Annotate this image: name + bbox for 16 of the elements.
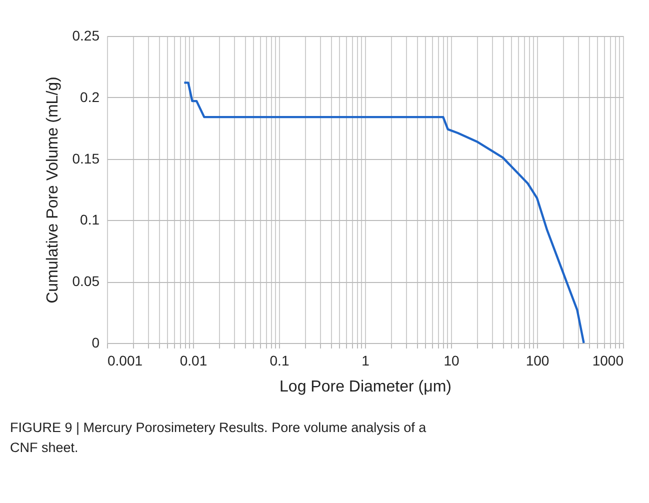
y-tick-label: 0.25	[72, 28, 100, 44]
x-tick-label: 10	[444, 352, 460, 368]
x-tick-label: 1	[362, 352, 370, 368]
y-tick-label: 0	[92, 334, 100, 350]
y-tick-label: 0.05	[72, 273, 100, 290]
y-tick-label: 0.2	[80, 88, 100, 105]
x-axis-title: Log Pore Diameter (μm)	[280, 378, 452, 396]
x-tick-label: 100	[526, 352, 550, 368]
x-tick-label: 0.01	[180, 352, 208, 368]
x-tick-label: 0.1	[270, 352, 290, 368]
y-axis-title: Cumulative Pore Volume (mL/g)	[44, 76, 62, 304]
x-tick-label: 0.001	[108, 352, 143, 368]
x-tick-label: 1000	[592, 352, 624, 368]
caption: FIGURE 9 | Mercury Porosimetery Results. Pore volume analysis of a CNF sheet.	[10, 420, 427, 455]
y-tick-label: 0.1	[80, 212, 100, 228]
y-tick-label: 0.15	[72, 150, 100, 166]
